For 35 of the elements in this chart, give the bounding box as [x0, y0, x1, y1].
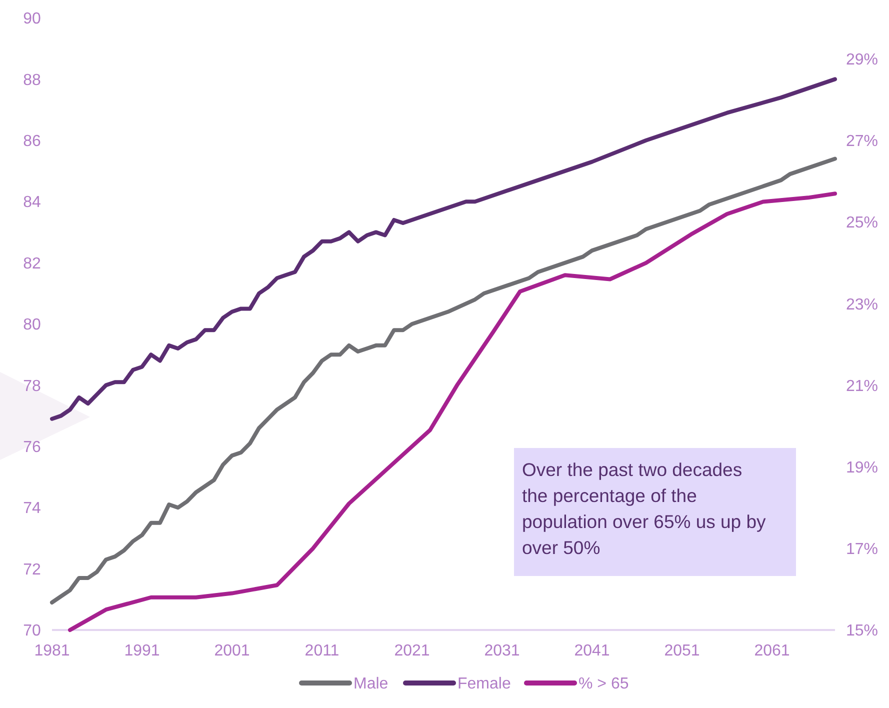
y-tick-label: 90: [23, 10, 41, 28]
y2-tick-label: 17%: [846, 541, 878, 558]
y-tick-label: 80: [23, 316, 41, 334]
y2-tick-label: 23%: [846, 296, 878, 314]
legend-label: Male: [354, 676, 388, 693]
legend-label: Female: [458, 676, 511, 693]
x-tick-label: 2021: [394, 642, 430, 660]
y-tick-label: 76: [23, 439, 41, 456]
x-tick-label: 2011: [304, 642, 340, 660]
y-tick-label: 72: [23, 561, 41, 578]
y-tick-label: 88: [23, 72, 41, 89]
line-series: [68, 192, 837, 632]
line-series: [50, 77, 837, 421]
x-tick-label: 1981: [34, 642, 70, 660]
y2-tick-label: 15%: [846, 622, 878, 640]
y2-tick-label: 27%: [846, 133, 878, 150]
x-tick-label: 2031: [484, 642, 520, 660]
x-tick-label: 2001: [214, 642, 250, 660]
annotation: Over the past two decades the percentage of the population over 65% us up by over 50%: [522, 459, 766, 558]
y-tick-label: 84: [23, 194, 41, 212]
y2-tick-label: 29%: [846, 52, 878, 69]
legend-label: % > 65: [578, 676, 629, 693]
y-tick-label: 82: [23, 255, 41, 272]
y-tick-label: 78: [23, 378, 41, 395]
x-tick-label: 2051: [664, 642, 700, 660]
y2-tick-label: 25%: [846, 214, 878, 232]
x-tick-label: 1991: [124, 642, 160, 660]
x-tick-label: 2041: [574, 642, 610, 660]
y2-tick-label: 19%: [846, 459, 878, 476]
y-tick-label: 70: [23, 622, 41, 640]
y-tick-label: 74: [23, 500, 41, 518]
line-series: [50, 156, 837, 604]
x-tick-label: 2061: [754, 642, 790, 660]
y2-tick-label: 21%: [846, 378, 878, 395]
y-tick-label: 86: [23, 133, 41, 150]
